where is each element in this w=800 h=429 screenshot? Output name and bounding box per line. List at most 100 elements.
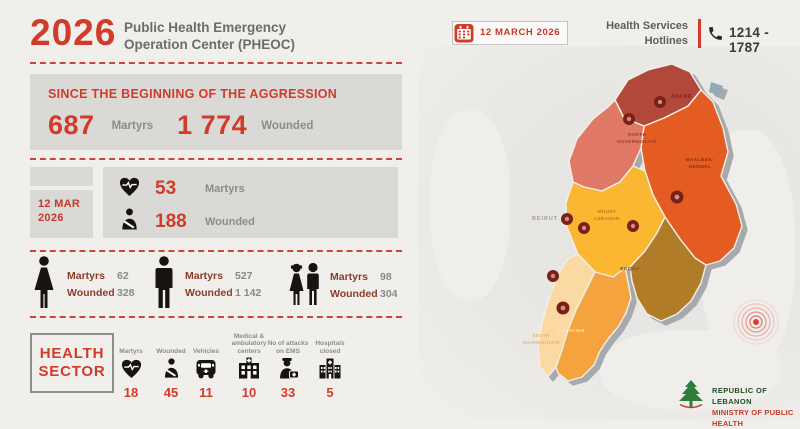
hs-medical-centers-label: Medical & ambulatory centers xyxy=(231,332,267,355)
region-beqaa xyxy=(629,216,707,322)
hs-martyrs-value: 18 xyxy=(123,385,139,400)
region-label-south-2: GOVERNORATE xyxy=(522,340,559,345)
lebanon-map: AKKAR NORTH GOVERNORATE BAALBEK- HERMEL … xyxy=(505,52,765,402)
calendar-icon xyxy=(454,23,474,48)
region-nabatieh xyxy=(555,267,632,382)
daily-date-line1: 12 MAR xyxy=(38,198,81,210)
children-martyrs-value: 98 xyxy=(380,271,392,283)
divider xyxy=(30,250,402,252)
strike-markers xyxy=(547,96,684,315)
year-title: 2026 xyxy=(30,12,117,53)
men-stats-group: Martyrs 527 Wounded 1 142 xyxy=(152,255,262,315)
men-martyrs-label: Martyrs xyxy=(185,270,223,282)
pheoc-title-line1: Public Health Emergency xyxy=(124,20,287,35)
region-label-baalbek-1: BAALBEK- xyxy=(686,157,714,163)
hs-hospitals-closed-value: 5 xyxy=(326,385,334,400)
ripple-marker-icon xyxy=(733,299,779,350)
region-label-beqaa: BEQAA xyxy=(620,266,640,272)
ministry-signature: REPUBLIC OF LEBANON MINISTRY OF PUBLIC H… xyxy=(712,385,800,429)
region-label-nabatieh: NABATIEH xyxy=(558,328,585,333)
women-martyrs-label: Martyrs xyxy=(67,270,105,282)
region-label-mount-2: LEBANON xyxy=(594,216,620,221)
region-label-mount-1: MOUNT xyxy=(598,209,617,214)
hs-vehicles-label: Vehicles xyxy=(192,347,220,355)
daily-date-spacer xyxy=(30,167,93,186)
divider xyxy=(30,158,402,160)
health-sector-martyrs: Martyrs 18 xyxy=(107,331,155,401)
ministry-line2: MINISTRY OF PUBLIC HEALTH xyxy=(712,408,794,428)
ministry-line1: REPUBLIC OF LEBANON xyxy=(712,386,768,406)
hotline-divider xyxy=(698,19,701,48)
pheoc-title: Public Health Emergency Operation Center… xyxy=(124,19,295,53)
medical-center-icon xyxy=(237,357,261,384)
women-wounded-value: 328 xyxy=(117,287,135,299)
hs-medical-centers-value: 10 xyxy=(241,385,257,400)
wounded-person-icon xyxy=(161,357,182,384)
hotline-number: 1214 - 1787 xyxy=(729,25,770,55)
health-sector-vehicles: Vehicles 11 xyxy=(182,331,230,401)
daily-date-box: 12 MAR 2026 xyxy=(30,190,93,238)
hs-wounded-value: 45 xyxy=(163,385,179,400)
region-label-south-1: SOUTH xyxy=(533,333,550,338)
hospital-icon xyxy=(318,357,342,384)
cumulative-wounded-label: Wounded xyxy=(261,119,314,132)
daily-martyrs-label: Martyrs xyxy=(205,182,245,195)
hs-vehicles-value: 11 xyxy=(199,385,213,400)
hotline-label-line1: Health Services xyxy=(606,20,688,32)
hotline-label: Health Services Hotlines xyxy=(598,19,688,48)
health-sector-title-line2: SECTOR xyxy=(38,363,106,380)
hs-wounded-label: Wounded xyxy=(156,347,186,355)
lake-sliver xyxy=(709,82,723,96)
cumulative-martyrs-label: Martyrs xyxy=(111,119,154,132)
divider xyxy=(30,316,402,318)
ambulance-icon xyxy=(194,357,218,384)
health-sector-medical-centers: Medical & ambulatory centers 10 xyxy=(222,331,276,401)
cumulative-title: SINCE THE BEGINNING OF THE AGGRESSION xyxy=(48,87,338,101)
region-label-north-1: NORTH xyxy=(628,132,647,137)
heart-pulse-icon xyxy=(118,176,141,202)
men-wounded-label: Wounded xyxy=(185,287,233,299)
city-label-beirut: BEIRUT xyxy=(532,216,558,222)
woman-icon xyxy=(30,255,58,315)
children-wounded-label: Wounded xyxy=(330,288,378,300)
daily-martyrs-value: 53 xyxy=(155,177,177,199)
health-sector-box: HEALTH SECTOR xyxy=(30,333,114,393)
men-martyrs-value: 527 xyxy=(235,270,253,282)
hs-hospitals-closed-label: Hospitals closed xyxy=(315,340,345,355)
man-icon xyxy=(152,255,176,315)
hs-ems-attacks-value: 33 xyxy=(280,385,296,400)
children-stats-group: Martyrs 98 Wounded 304 xyxy=(288,262,398,310)
region-label-baalbek-2: HERMEL xyxy=(689,164,712,170)
region-label-akkar: AKKAR xyxy=(671,94,692,100)
children-martyrs-label: Martyrs xyxy=(330,271,368,283)
children-wounded-value: 304 xyxy=(380,288,398,300)
phone-icon xyxy=(707,25,724,47)
hs-martyrs-label: Martyrs xyxy=(119,347,143,355)
cumulative-stats-box: SINCE THE BEGINNING OF THE AGGRESSION 68… xyxy=(30,74,402,150)
women-martyrs-value: 62 xyxy=(117,270,129,282)
hotline-label-line2: Hotlines xyxy=(644,34,688,47)
wounded-person-icon xyxy=(118,207,141,236)
health-sector-ems-attacks: No of attacks on EMS 33 xyxy=(264,331,312,400)
region-label-north-2: GOVERNORATE xyxy=(617,139,657,144)
health-sector-title-line1: HEALTH xyxy=(39,345,105,362)
region-akkar xyxy=(614,63,702,127)
health-sector-wounded: Wounded 45 xyxy=(147,331,195,401)
heart-pulse-icon xyxy=(120,358,143,384)
health-sector-hospitals-closed: Hospitals closed 5 xyxy=(306,331,354,400)
men-wounded-value: 1 142 xyxy=(235,287,262,299)
pheoc-title-line2: Operation Center (PHEOC) xyxy=(124,37,296,52)
hs-ems-attacks-label: No of attacks on EMS xyxy=(267,340,309,355)
world-map-silhouette xyxy=(430,110,510,300)
daily-date-line2: 2026 xyxy=(38,212,64,224)
cumulative-wounded-value: 1 774 xyxy=(177,110,248,140)
women-wounded-label: Wounded xyxy=(67,287,115,299)
women-stats-group: Martyrs 62 Wounded 328 xyxy=(30,255,135,315)
cumulative-martyrs-value: 687 xyxy=(48,110,95,140)
paramedic-icon xyxy=(276,357,300,384)
cedar-logo-icon xyxy=(676,379,706,416)
divider xyxy=(30,62,402,64)
daily-wounded-label: Wounded xyxy=(205,215,255,228)
children-icon xyxy=(288,261,322,312)
date-badge-label: 12 MARCH 2026 xyxy=(480,27,561,38)
